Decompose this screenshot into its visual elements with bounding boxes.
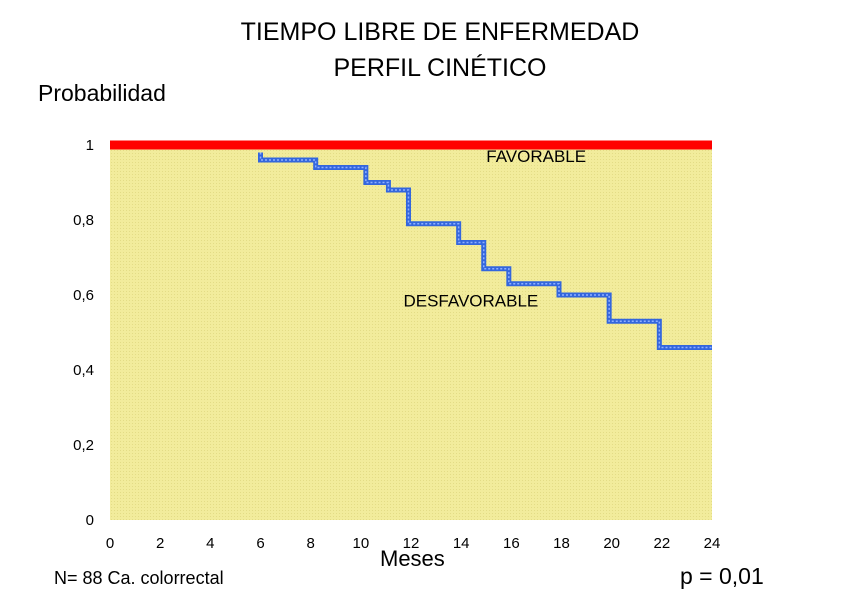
y-tick-label: 0 [86, 512, 94, 529]
y-tick-label: 0,4 [73, 362, 94, 379]
y-axis-label: Probabilidad [38, 80, 166, 106]
x-tick-label: 14 [453, 535, 470, 552]
x-tick-label: 0 [106, 535, 114, 552]
p-value-note: p = 0,01 [680, 563, 764, 589]
y-tick-label: 1 [86, 137, 94, 154]
x-tick-label: 24 [704, 535, 721, 552]
x-tick-label: 6 [256, 535, 264, 552]
x-tick-label: 4 [206, 535, 214, 552]
x-tick-label: 2 [156, 535, 164, 552]
x-axis-label: Meses [380, 546, 445, 571]
series-label-favorable: FAVORABLE [486, 147, 586, 166]
y-tick-label: 0,2 [73, 437, 94, 454]
x-tick-label: 20 [603, 535, 620, 552]
x-tick-label: 8 [306, 535, 314, 552]
x-tick-label: 10 [352, 535, 369, 552]
series-label-desfavorable: DESFAVORABLE [403, 291, 538, 310]
x-tick-label: 18 [553, 535, 570, 552]
x-tick-label: 12 [403, 535, 420, 552]
y-tick-label: 0,6 [73, 287, 94, 304]
x-tick-label: 16 [503, 535, 520, 552]
plot-area [110, 145, 712, 520]
x-tick-label: 22 [653, 535, 670, 552]
chart-subtitle: PERFIL CINÉTICO [333, 54, 547, 82]
series-line-desfavorable-highlight [259, 152, 712, 349]
chart-title: TIEMPO LIBRE DE ENFERMEDAD [240, 18, 640, 46]
y-tick-label: 0,8 [73, 212, 94, 229]
sample-size-note: N= 88 Ca. colorrectal [54, 568, 224, 588]
